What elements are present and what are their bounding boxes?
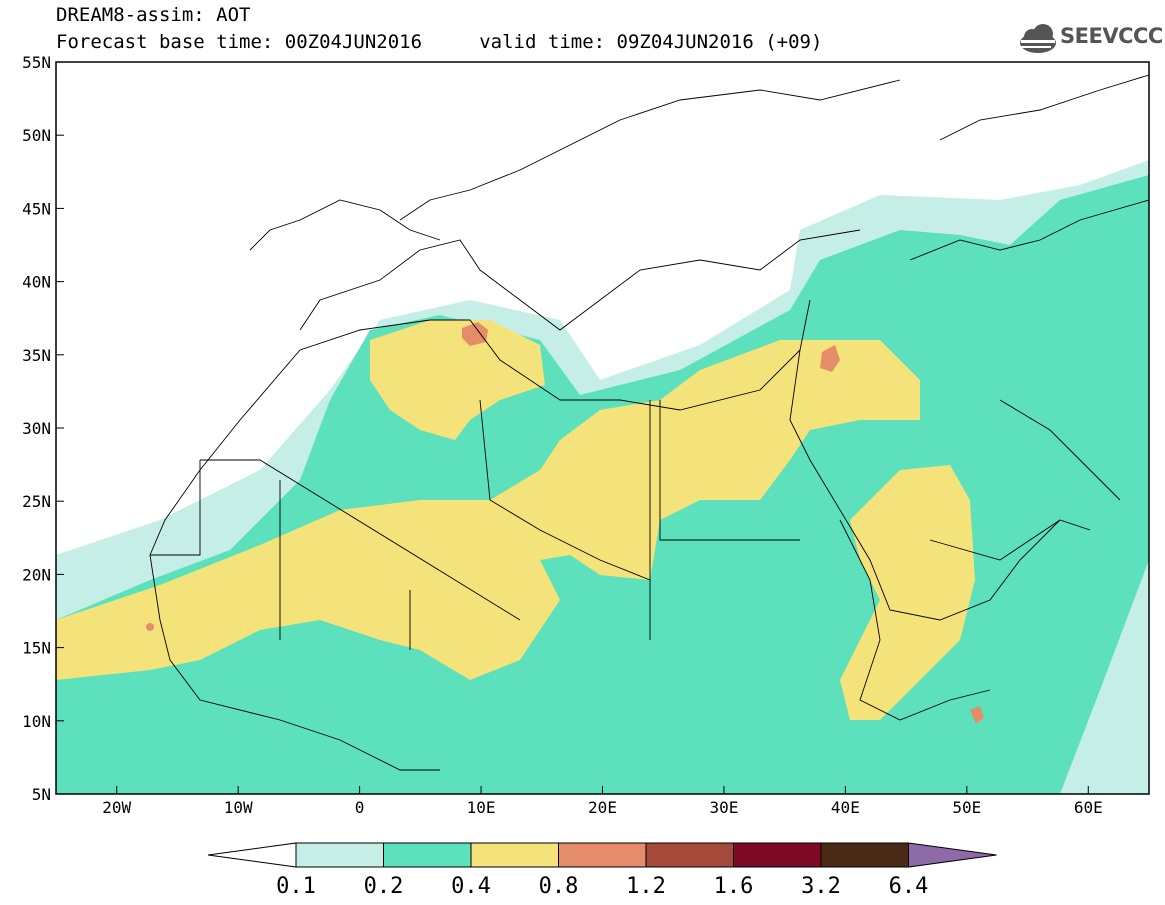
aot-spot-0-8 — [146, 623, 154, 631]
colorbar-segment — [295, 842, 384, 868]
logo-text: SEEVCCC — [1060, 24, 1163, 48]
aot-band-0-4-west — [56, 340, 920, 680]
lon-label: 40E — [831, 798, 860, 817]
lat-label: 55N — [22, 53, 51, 72]
map-title: DREAM8-assim: AOT — [56, 4, 251, 26]
lat-label: 50N — [22, 126, 51, 145]
lat-label: 45N — [22, 199, 51, 218]
coastlines — [149, 74, 1149, 771]
colorbar-label: 6.4 — [889, 874, 929, 899]
lon-label: 10W — [224, 798, 253, 817]
colorbar: 0.1 0.2 0.4 0.8 1.2 1.6 3.2 6.4 — [207, 842, 997, 899]
colorbar-label: 0.2 — [364, 874, 404, 899]
lon-label: 60E — [1074, 798, 1103, 817]
lon-label: 20E — [588, 798, 617, 817]
lon-label: 20W — [102, 798, 131, 817]
colorbar-under-arrow — [207, 842, 297, 868]
aot-fields — [56, 160, 1149, 794]
colorbar-segment — [558, 842, 647, 868]
lat-label: 15N — [22, 639, 51, 658]
lon-label: 30E — [709, 798, 738, 817]
colorbar-label: 1.2 — [626, 874, 666, 899]
colorbar-label: 1.6 — [714, 874, 754, 899]
lat-label: 25N — [22, 492, 51, 511]
latitude-axis: 55N 50N 45N 40N 35N 30N 25N 20N 15N 10N 5N — [22, 53, 64, 804]
colorbar-segment — [383, 842, 472, 868]
colorbar-over-arrow — [908, 842, 997, 868]
lat-label: 10N — [22, 712, 51, 731]
colorbar-segment — [820, 842, 909, 868]
colorbar-segment — [645, 842, 734, 868]
seevccc-logo — [1020, 24, 1056, 53]
lon-label: 10E — [467, 798, 496, 817]
cloud-icon — [1020, 24, 1056, 53]
lon-label: 50E — [952, 798, 981, 817]
colorbar-segment — [470, 842, 559, 868]
lon-label: 0 — [355, 798, 365, 817]
aot-band-0-4-atlas — [370, 320, 545, 440]
colorbar-label: 0.1 — [276, 874, 316, 899]
colorbar-label: 3.2 — [801, 874, 841, 899]
aot-spot-0-8 — [820, 345, 840, 372]
lat-label: 30N — [22, 419, 51, 438]
lat-label: 40N — [22, 273, 51, 292]
forecast-time-line: Forecast base time: 00Z04JUN2016 valid t… — [56, 31, 823, 53]
lat-label: 20N — [22, 565, 51, 584]
aot-band-0-4-arabia — [840, 465, 975, 720]
longitude-axis: 20W 10W 0 10E 20E 30E 40E 50E 60E — [102, 786, 1103, 817]
colorbar-label: 0.8 — [539, 874, 579, 899]
colorbar-segment — [733, 842, 822, 868]
aot-spot-0-8 — [970, 706, 984, 724]
colorbar-label: 0.4 — [451, 874, 491, 899]
lat-label: 35N — [22, 346, 51, 365]
lat-label: 5N — [32, 785, 51, 804]
aot-spot-0-8 — [462, 322, 488, 346]
